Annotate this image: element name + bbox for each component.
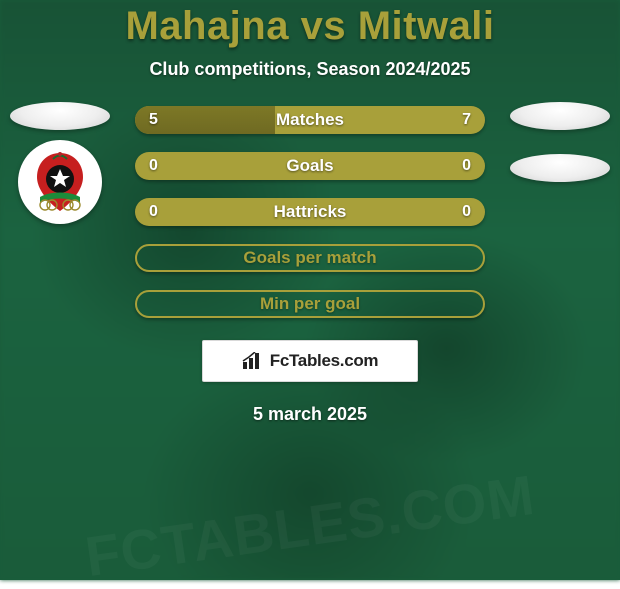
player-right-placeholder-oval-2 bbox=[510, 154, 610, 182]
bar-hattricks-value-left: 0 bbox=[149, 203, 158, 221]
date-text: 5 march 2025 bbox=[253, 404, 367, 425]
bar-matches: 5 Matches 7 bbox=[135, 106, 485, 134]
crest-icon bbox=[25, 147, 95, 217]
player-right bbox=[510, 102, 610, 182]
player-left-placeholder-oval bbox=[10, 102, 110, 130]
stat-bars: 5 Matches 7 0 Goals 0 0 Hattricks 0 Goal… bbox=[135, 106, 485, 318]
content-root: Mahajna vs Mitwali Club competitions, Se… bbox=[0, 0, 620, 580]
bar-goals-label: Goals bbox=[286, 156, 333, 176]
bar-min-per-goal: Min per goal bbox=[135, 290, 485, 318]
bar-gpm-label: Goals per match bbox=[243, 248, 376, 268]
player-left bbox=[10, 102, 110, 224]
bar-goals-per-match: Goals per match bbox=[135, 244, 485, 272]
bar-hattricks: 0 Hattricks 0 bbox=[135, 198, 485, 226]
player-left-crest bbox=[18, 140, 102, 224]
bar-matches-label: Matches bbox=[276, 110, 344, 130]
bar-matches-value-right: 7 bbox=[462, 111, 471, 129]
bar-matches-value-left: 5 bbox=[149, 111, 158, 129]
page-subtitle: Club competitions, Season 2024/2025 bbox=[149, 59, 470, 80]
bars-icon bbox=[242, 352, 264, 370]
bar-mpg-label: Min per goal bbox=[260, 294, 360, 314]
bar-hattricks-label: Hattricks bbox=[274, 202, 347, 222]
brand-text: FcTables.com bbox=[270, 351, 379, 371]
brand-box[interactable]: FcTables.com bbox=[202, 340, 418, 382]
bar-goals-value-left: 0 bbox=[149, 157, 158, 175]
bar-goals-value-right: 0 bbox=[462, 157, 471, 175]
player-right-placeholder-oval-1 bbox=[510, 102, 610, 130]
comparison-arena: 5 Matches 7 0 Goals 0 0 Hattricks 0 Goal… bbox=[0, 106, 620, 318]
bar-goals: 0 Goals 0 bbox=[135, 152, 485, 180]
bar-hattricks-value-right: 0 bbox=[462, 203, 471, 221]
page-title: Mahajna vs Mitwali bbox=[125, 4, 494, 49]
